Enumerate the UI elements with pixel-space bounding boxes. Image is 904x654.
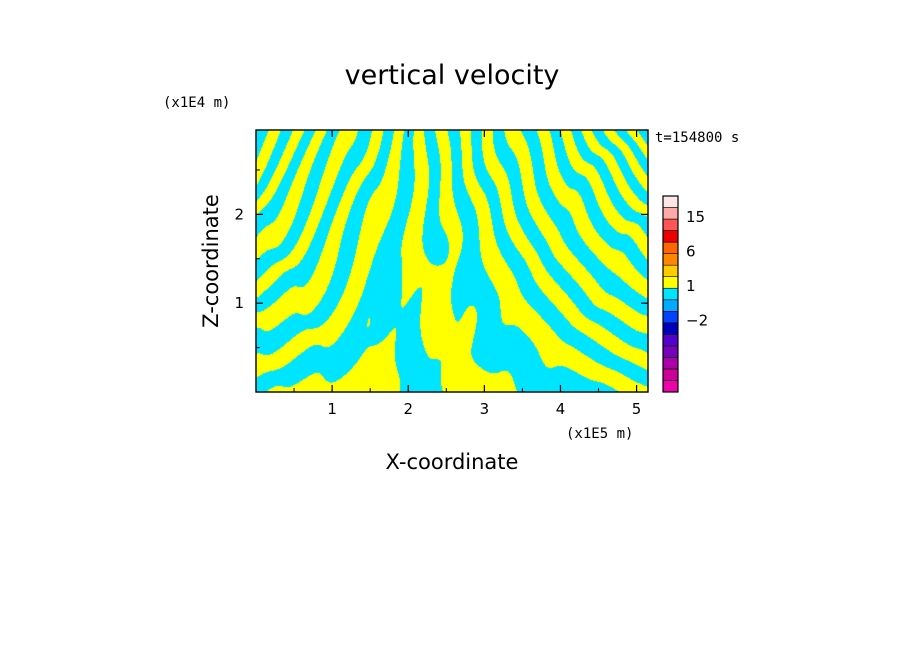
colorbar-segment <box>662 287 679 301</box>
velocity-field <box>256 130 648 392</box>
chart-title: vertical velocity <box>345 60 560 91</box>
x-tick-label: 5 <box>632 400 642 418</box>
x-unit-label: (x1E5 m) <box>566 426 633 442</box>
colorbar-label: 6 <box>686 242 696 260</box>
colorbar: 15 6 1 −2 <box>662 195 708 393</box>
y-unit-label: (x1E4 m) <box>163 95 230 111</box>
colorbar-segment <box>662 230 679 243</box>
y-axis-label: Z-coordinate <box>199 194 223 328</box>
colorbar-segment <box>662 218 679 231</box>
x-tick-label: 4 <box>556 400 566 418</box>
colorbar-segment <box>662 322 679 335</box>
y-tick-label: 1 <box>234 294 244 312</box>
colorbar-segment <box>662 380 679 393</box>
colorbar-segment <box>662 241 679 254</box>
colorbar-segment <box>662 253 679 266</box>
colorbar-segment <box>662 368 679 381</box>
colorbar-segment <box>662 207 679 220</box>
plot-frame <box>255 129 649 393</box>
time-label: t=154800 s <box>655 130 739 146</box>
colorbar-segment <box>662 264 679 278</box>
x-axis-label: X-coordinate <box>386 450 519 474</box>
x-axis: 1 2 3 4 5 <box>293 130 642 418</box>
colorbar-label: 1 <box>686 277 696 295</box>
y-axis: 12 <box>234 169 648 349</box>
y-tick-label: 2 <box>234 205 244 223</box>
velocity-field-image <box>256 130 648 392</box>
colorbar-segment <box>662 310 679 324</box>
x-tick-label: 1 <box>327 400 337 418</box>
x-tick-label: 3 <box>480 400 490 418</box>
colorbar-segment <box>662 345 679 358</box>
colorbar-segment <box>662 357 679 370</box>
colorbar-segment <box>662 299 679 312</box>
colorbar-frame <box>662 195 679 393</box>
colorbar-label: −2 <box>686 312 708 330</box>
x-tick-label: 2 <box>403 400 413 418</box>
colorbar-segment <box>662 276 679 289</box>
colorbar-segment <box>662 334 679 347</box>
colorbar-label: 15 <box>686 208 705 226</box>
colorbar-segment <box>662 195 679 208</box>
